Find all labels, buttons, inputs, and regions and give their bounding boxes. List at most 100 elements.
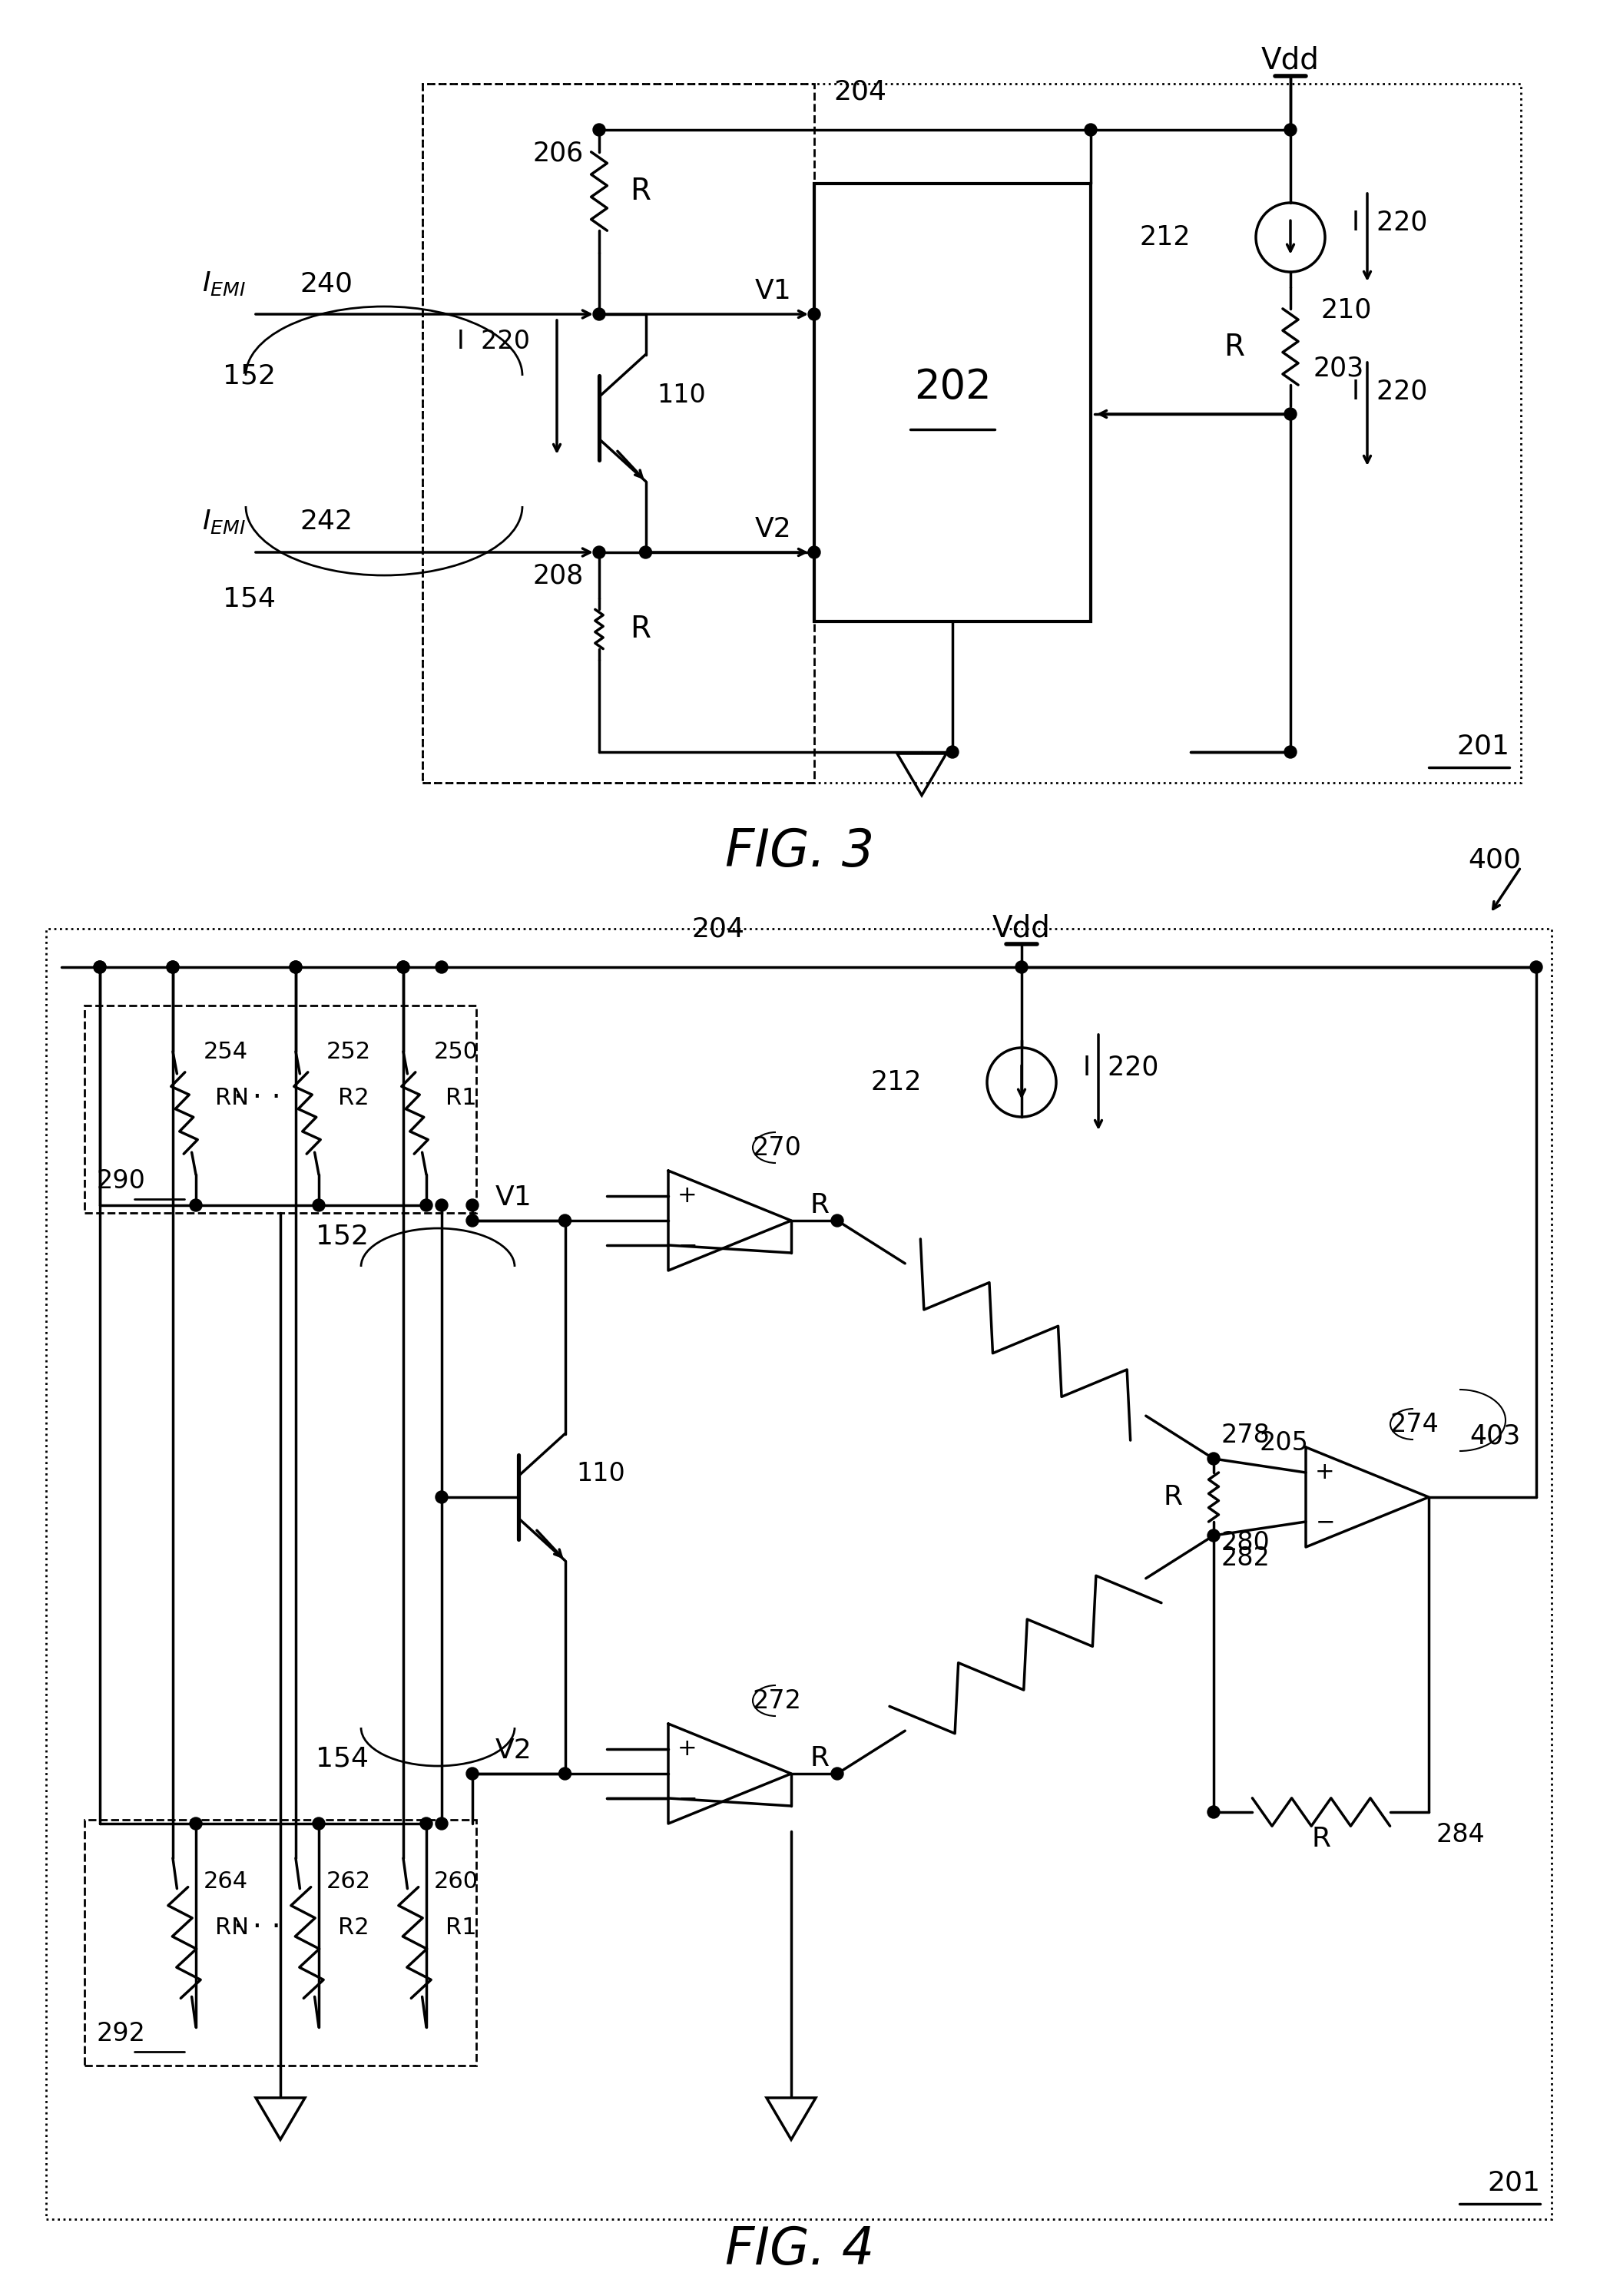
Text: R: R bbox=[810, 1192, 829, 1219]
Text: 274: 274 bbox=[1390, 1412, 1440, 1437]
Text: I  220: I 220 bbox=[1352, 209, 1427, 234]
Text: V2: V2 bbox=[496, 1738, 533, 1763]
Text: 152: 152 bbox=[315, 1224, 368, 1249]
Circle shape bbox=[290, 962, 302, 974]
Circle shape bbox=[640, 546, 651, 558]
Circle shape bbox=[435, 1818, 448, 1830]
Circle shape bbox=[594, 546, 605, 558]
Text: 290: 290 bbox=[96, 1169, 146, 1194]
Text: 280: 280 bbox=[1221, 1531, 1270, 1557]
Circle shape bbox=[166, 962, 179, 974]
Bar bbox=[422, 83, 814, 783]
Text: V1: V1 bbox=[755, 278, 790, 303]
Text: R: R bbox=[810, 1745, 829, 1770]
Text: +: + bbox=[678, 1185, 698, 1208]
Text: Vdd: Vdd bbox=[992, 914, 1051, 944]
Text: 212: 212 bbox=[1139, 225, 1190, 250]
Text: R: R bbox=[1163, 1483, 1182, 1511]
Circle shape bbox=[466, 1215, 478, 1226]
Text: +: + bbox=[1315, 1460, 1334, 1483]
Text: 242: 242 bbox=[299, 507, 352, 535]
Text: Vdd: Vdd bbox=[1261, 46, 1320, 76]
Text: R2: R2 bbox=[338, 1917, 370, 1938]
Circle shape bbox=[808, 546, 821, 558]
Circle shape bbox=[594, 124, 605, 135]
Circle shape bbox=[290, 962, 302, 974]
Text: −: − bbox=[678, 1789, 698, 1809]
Bar bbox=[814, 184, 1091, 622]
Text: −: − bbox=[1315, 1511, 1334, 1534]
Circle shape bbox=[1208, 1453, 1219, 1465]
Circle shape bbox=[558, 1215, 571, 1226]
Text: V1: V1 bbox=[496, 1185, 533, 1210]
Text: I  220: I 220 bbox=[1083, 1054, 1158, 1079]
Text: $I_{EMI}$: $I_{EMI}$ bbox=[202, 507, 246, 535]
Text: R1: R1 bbox=[445, 1917, 477, 1938]
Text: 204: 204 bbox=[834, 78, 886, 106]
Text: I  220: I 220 bbox=[1352, 379, 1427, 404]
Text: 284: 284 bbox=[1437, 1823, 1485, 1848]
Circle shape bbox=[190, 1818, 202, 1830]
Text: V2: V2 bbox=[755, 517, 790, 542]
Circle shape bbox=[1208, 1529, 1219, 1541]
Text: 282: 282 bbox=[1221, 1545, 1270, 1570]
Circle shape bbox=[946, 746, 958, 758]
Circle shape bbox=[466, 1768, 478, 1779]
Text: 208: 208 bbox=[533, 563, 584, 588]
Circle shape bbox=[94, 962, 106, 974]
Circle shape bbox=[1530, 962, 1542, 974]
Circle shape bbox=[558, 1768, 571, 1779]
Text: 201: 201 bbox=[1486, 2170, 1541, 2197]
Text: · · ·: · · · bbox=[234, 1913, 282, 1942]
Text: 110: 110 bbox=[576, 1463, 626, 1488]
Circle shape bbox=[830, 1215, 843, 1226]
Text: 110: 110 bbox=[656, 381, 706, 406]
Circle shape bbox=[594, 308, 605, 321]
Text: 240: 240 bbox=[299, 271, 352, 296]
Circle shape bbox=[312, 1818, 325, 1830]
Text: R: R bbox=[1312, 1825, 1331, 1853]
Text: FIG. 3: FIG. 3 bbox=[725, 827, 874, 877]
Circle shape bbox=[1016, 962, 1027, 974]
Text: 403: 403 bbox=[1470, 1424, 1522, 1449]
Text: 154: 154 bbox=[222, 585, 275, 611]
Circle shape bbox=[435, 1490, 448, 1504]
Text: 254: 254 bbox=[203, 1040, 248, 1063]
Text: +: + bbox=[678, 1738, 698, 1759]
Circle shape bbox=[830, 1768, 843, 1779]
Text: 205: 205 bbox=[1259, 1430, 1309, 1456]
Text: 204: 204 bbox=[691, 916, 744, 941]
Text: 212: 212 bbox=[870, 1070, 922, 1095]
Circle shape bbox=[397, 962, 410, 974]
Text: R: R bbox=[1224, 333, 1245, 363]
Circle shape bbox=[421, 1199, 432, 1212]
Circle shape bbox=[1285, 124, 1296, 135]
Circle shape bbox=[435, 1199, 448, 1212]
Text: 260: 260 bbox=[434, 1869, 478, 1892]
Text: R: R bbox=[630, 615, 651, 643]
Text: 202: 202 bbox=[914, 367, 990, 406]
Text: 272: 272 bbox=[752, 1688, 802, 1713]
Circle shape bbox=[808, 308, 821, 321]
Text: −: − bbox=[678, 1235, 698, 1256]
Circle shape bbox=[166, 962, 179, 974]
Text: 152: 152 bbox=[222, 363, 275, 388]
Text: 154: 154 bbox=[315, 1745, 368, 1770]
Circle shape bbox=[435, 962, 448, 974]
Text: I  220: I 220 bbox=[458, 328, 530, 354]
Circle shape bbox=[94, 962, 106, 974]
Text: R1: R1 bbox=[445, 1086, 477, 1109]
Text: · · ·: · · · bbox=[234, 1084, 282, 1111]
Text: 252: 252 bbox=[326, 1040, 371, 1063]
Circle shape bbox=[312, 1199, 325, 1212]
Text: FIG. 4: FIG. 4 bbox=[725, 2225, 874, 2275]
Circle shape bbox=[421, 1818, 432, 1830]
Circle shape bbox=[190, 1199, 202, 1212]
Text: RN: RN bbox=[214, 1086, 250, 1109]
Text: 270: 270 bbox=[752, 1134, 802, 1159]
Text: 278: 278 bbox=[1221, 1424, 1270, 1449]
Bar bbox=[46, 928, 1552, 2220]
Circle shape bbox=[1285, 746, 1296, 758]
Text: 210: 210 bbox=[1322, 296, 1373, 324]
Text: 206: 206 bbox=[533, 140, 584, 165]
